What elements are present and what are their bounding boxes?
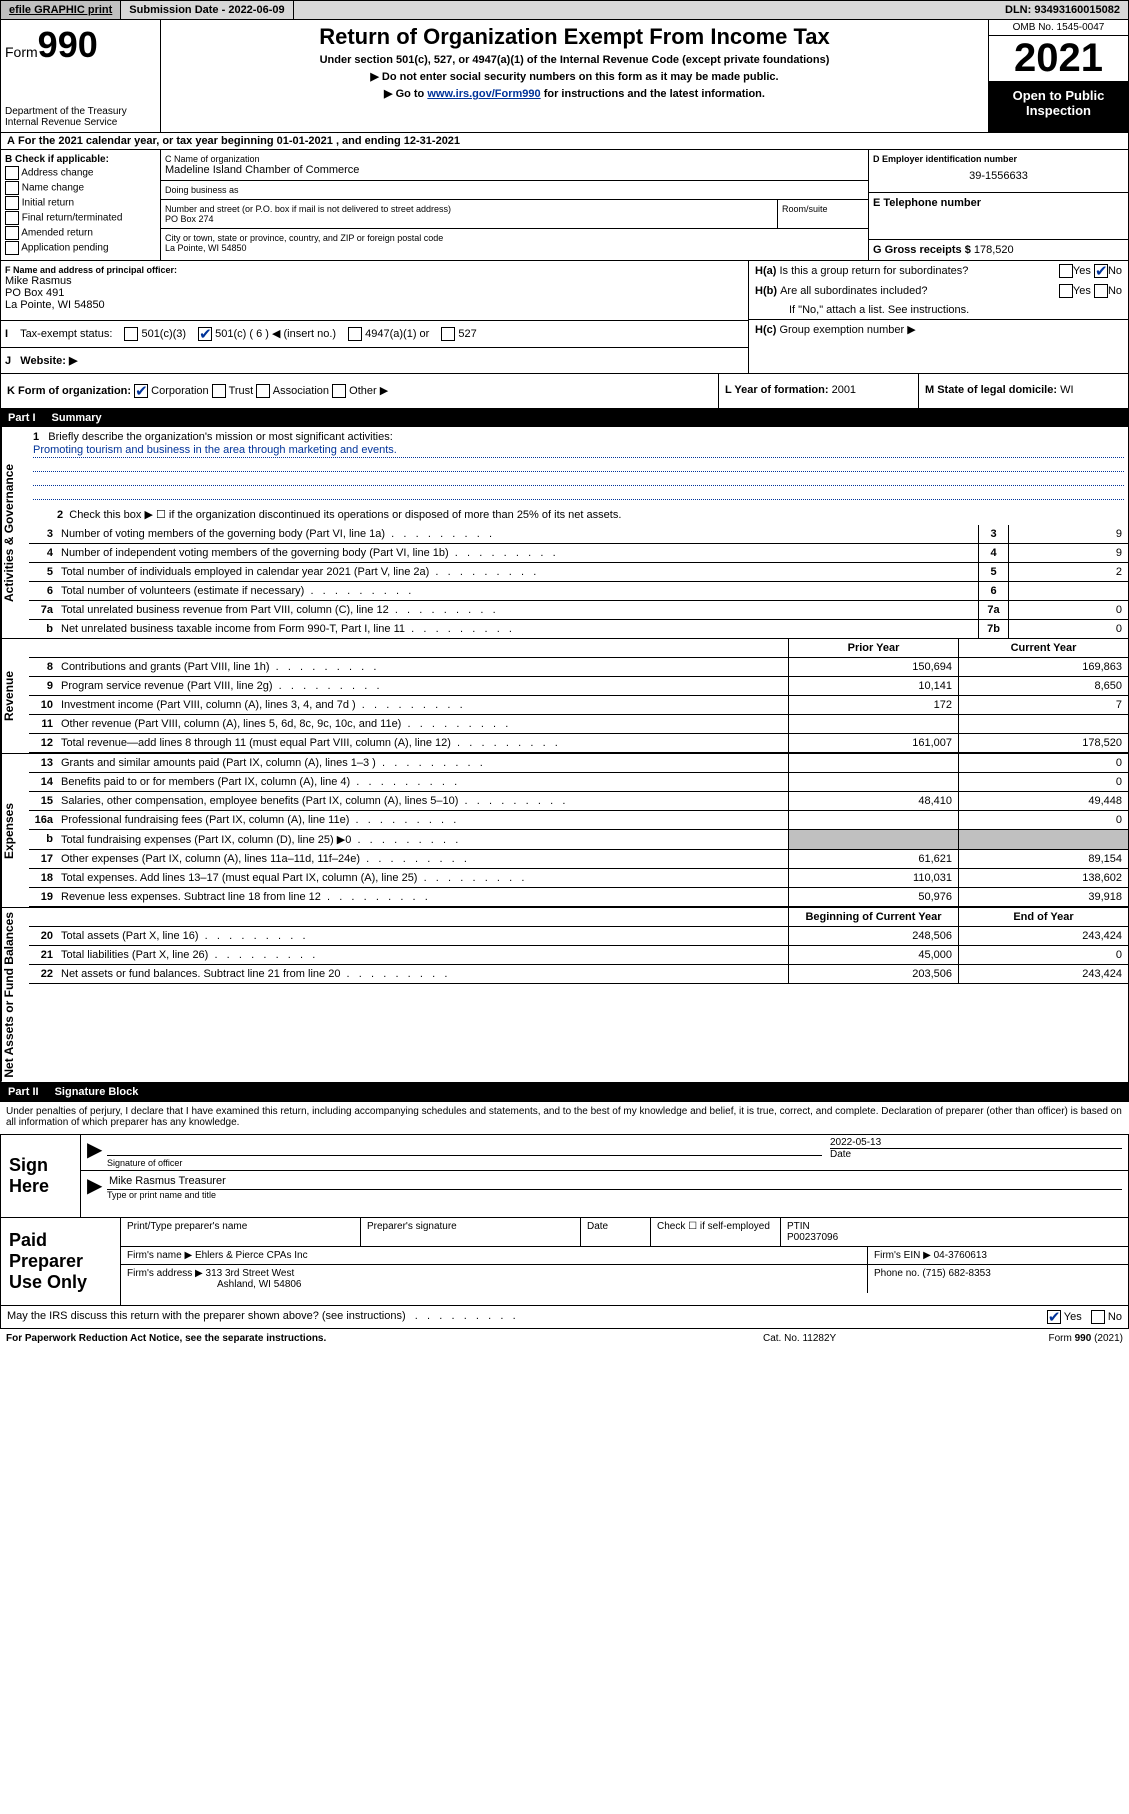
b-checkbox-item[interactable]: Name change xyxy=(5,181,156,195)
expense-line: 15Salaries, other compensation, employee… xyxy=(29,792,1128,811)
expense-line: 18Total expenses. Add lines 13–17 (must … xyxy=(29,869,1128,888)
revenue-line: 12Total revenue—add lines 8 through 11 (… xyxy=(29,734,1128,753)
street-address: Number and street (or P.O. box if mail i… xyxy=(161,200,778,228)
k-trust[interactable] xyxy=(212,384,226,398)
dln: DLN: 93493160015082 xyxy=(997,1,1128,19)
summary-line: bNet unrelated business taxable income f… xyxy=(29,620,1128,638)
vtab-revenue: Revenue xyxy=(1,639,29,753)
irs-discuss-line: May the IRS discuss this return with the… xyxy=(0,1306,1129,1329)
line-2: 2 Check this box ▶ ☐ if the organization… xyxy=(29,504,1128,525)
section-h: H(a) Is this a group return for subordin… xyxy=(748,261,1128,373)
irs-link[interactable]: www.irs.gov/Form990 xyxy=(427,88,540,100)
part-1-header: Part ISummary xyxy=(0,409,1129,427)
ha-no[interactable] xyxy=(1094,264,1108,278)
section-g-gross: G Gross receipts $ 178,520 xyxy=(869,240,1128,260)
chk-527[interactable] xyxy=(441,327,455,341)
form-number: Form990 xyxy=(5,24,156,66)
block-fhij: F Name and address of principal officer:… xyxy=(0,261,1129,374)
expense-line: 19Revenue less expenses. Subtract line 1… xyxy=(29,888,1128,907)
city-state-zip: City or town, state or province, country… xyxy=(161,229,868,260)
summary-line: 3Number of voting members of the governi… xyxy=(29,525,1128,544)
vtab-governance: Activities & Governance xyxy=(1,427,29,638)
section-revenue: Revenue Prior YearCurrent Year 8Contribu… xyxy=(0,639,1129,754)
k-other[interactable] xyxy=(332,384,346,398)
omb-number: OMB No. 1545-0047 xyxy=(989,20,1128,36)
room-suite: Room/suite xyxy=(778,200,868,228)
row-i-tax-status: I Tax-exempt status: 501(c)(3) 501(c) ( … xyxy=(1,321,748,348)
top-bar: efile GRAPHIC print Submission Date - 20… xyxy=(0,0,1129,20)
vtab-net-assets: Net Assets or Fund Balances xyxy=(1,908,29,1082)
revenue-line: 9Program service revenue (Part VIII, lin… xyxy=(29,677,1128,696)
dept-treasury: Department of the Treasury Internal Reve… xyxy=(5,106,156,128)
part-2-header: Part IISignature Block xyxy=(0,1083,1129,1101)
form-title: Return of Organization Exempt From Incom… xyxy=(165,24,984,50)
row-l-year: L Year of formation: 2001 xyxy=(718,374,918,408)
row-k: K Form of organization: Corporation Trus… xyxy=(0,374,1129,409)
form-subtitle-2: ▶ Do not enter social security numbers o… xyxy=(165,70,984,83)
submission-date: Submission Date - 2022-06-09 xyxy=(121,1,293,19)
form-subtitle-3: ▶ Go to www.irs.gov/Form990 for instruct… xyxy=(165,87,984,100)
netassets-line: 21Total liabilities (Part X, line 26)45,… xyxy=(29,946,1128,965)
expense-line: 13Grants and similar amounts paid (Part … xyxy=(29,754,1128,773)
section-b-checkboxes: B Check if applicable: Address change Na… xyxy=(1,150,161,260)
expense-line: 17Other expenses (Part IX, column (A), l… xyxy=(29,850,1128,869)
open-to-public: Open to Public Inspection xyxy=(989,82,1128,132)
revenue-line: 11Other revenue (Part VIII, column (A), … xyxy=(29,715,1128,734)
summary-line: 5Total number of individuals employed in… xyxy=(29,563,1128,582)
block-bcd: B Check if applicable: Address change Na… xyxy=(0,150,1129,261)
mission-label: Briefly describe the organization's miss… xyxy=(48,431,392,443)
revenue-line: 10Investment income (Part VIII, column (… xyxy=(29,696,1128,715)
hb-no[interactable] xyxy=(1094,284,1108,298)
dba: Doing business as xyxy=(161,181,868,200)
vtab-expenses: Expenses xyxy=(1,754,29,907)
page-footer: For Paperwork Reduction Act Notice, see … xyxy=(0,1329,1129,1348)
efile-print-link[interactable]: efile GRAPHIC print xyxy=(1,1,121,19)
expense-line: 16aProfessional fundraising fees (Part I… xyxy=(29,811,1128,830)
section-net-assets: Net Assets or Fund Balances Beginning of… xyxy=(0,908,1129,1083)
b-checkbox-item[interactable]: Amended return xyxy=(5,226,156,240)
paid-preparer-block: Paid Preparer Use Only Print/Type prepar… xyxy=(0,1218,1129,1306)
chk-501c[interactable] xyxy=(198,327,212,341)
form-subtitle-1: Under section 501(c), 527, or 4947(a)(1)… xyxy=(165,54,984,66)
b-checkbox-item[interactable]: Application pending xyxy=(5,241,156,255)
section-expenses: Expenses 13Grants and similar amounts pa… xyxy=(0,754,1129,908)
expense-line: 14Benefits paid to or for members (Part … xyxy=(29,773,1128,792)
chk-501c3[interactable] xyxy=(124,327,138,341)
signature-intro: Under penalties of perjury, I declare th… xyxy=(0,1101,1129,1132)
section-governance: Activities & Governance 1 Briefly descri… xyxy=(0,427,1129,639)
section-f-officer: F Name and address of principal officer:… xyxy=(1,261,748,321)
sign-here-block: Sign Here ▶ Signature of officer 2022-05… xyxy=(0,1134,1129,1218)
k-assoc[interactable] xyxy=(256,384,270,398)
netassets-line: 22Net assets or fund balances. Subtract … xyxy=(29,965,1128,984)
tax-year: 2021 xyxy=(989,36,1128,82)
officer-name: Mike Rasmus Treasurer xyxy=(107,1173,1122,1190)
hb-yes[interactable] xyxy=(1059,284,1073,298)
b-checkbox-item[interactable]: Final return/terminated xyxy=(5,211,156,225)
netassets-line: 20Total assets (Part X, line 16)248,5062… xyxy=(29,927,1128,946)
sig-officer-label: Signature of officer xyxy=(107,1155,822,1168)
expense-line: bTotal fundraising expenses (Part IX, co… xyxy=(29,830,1128,850)
discuss-no[interactable] xyxy=(1091,1310,1105,1324)
ha-yes[interactable] xyxy=(1059,264,1073,278)
revenue-line: 8Contributions and grants (Part VIII, li… xyxy=(29,658,1128,677)
summary-line: 4Number of independent voting members of… xyxy=(29,544,1128,563)
summary-line: 7aTotal unrelated business revenue from … xyxy=(29,601,1128,620)
section-e-phone: E Telephone number xyxy=(869,193,1128,240)
section-d-ein: D Employer identification number 39-1556… xyxy=(869,150,1128,193)
mission-text: Promoting tourism and business in the ar… xyxy=(33,443,1124,458)
row-a-tax-year: A For the 2021 calendar year, or tax yea… xyxy=(0,133,1129,150)
b-checkbox-item[interactable]: Initial return xyxy=(5,196,156,210)
row-m-state: M State of legal domicile: WI xyxy=(918,374,1128,408)
section-c-name: C Name of organization Madeline Island C… xyxy=(161,150,868,181)
discuss-yes[interactable] xyxy=(1047,1310,1061,1324)
row-j-website: J Website: ▶ xyxy=(1,348,748,373)
b-checkbox-item[interactable]: Address change xyxy=(5,166,156,180)
summary-line: 6Total number of volunteers (estimate if… xyxy=(29,582,1128,601)
chk-4947[interactable] xyxy=(348,327,362,341)
form-header: Form990 Department of the Treasury Inter… xyxy=(0,20,1129,133)
k-corp[interactable] xyxy=(134,384,148,398)
